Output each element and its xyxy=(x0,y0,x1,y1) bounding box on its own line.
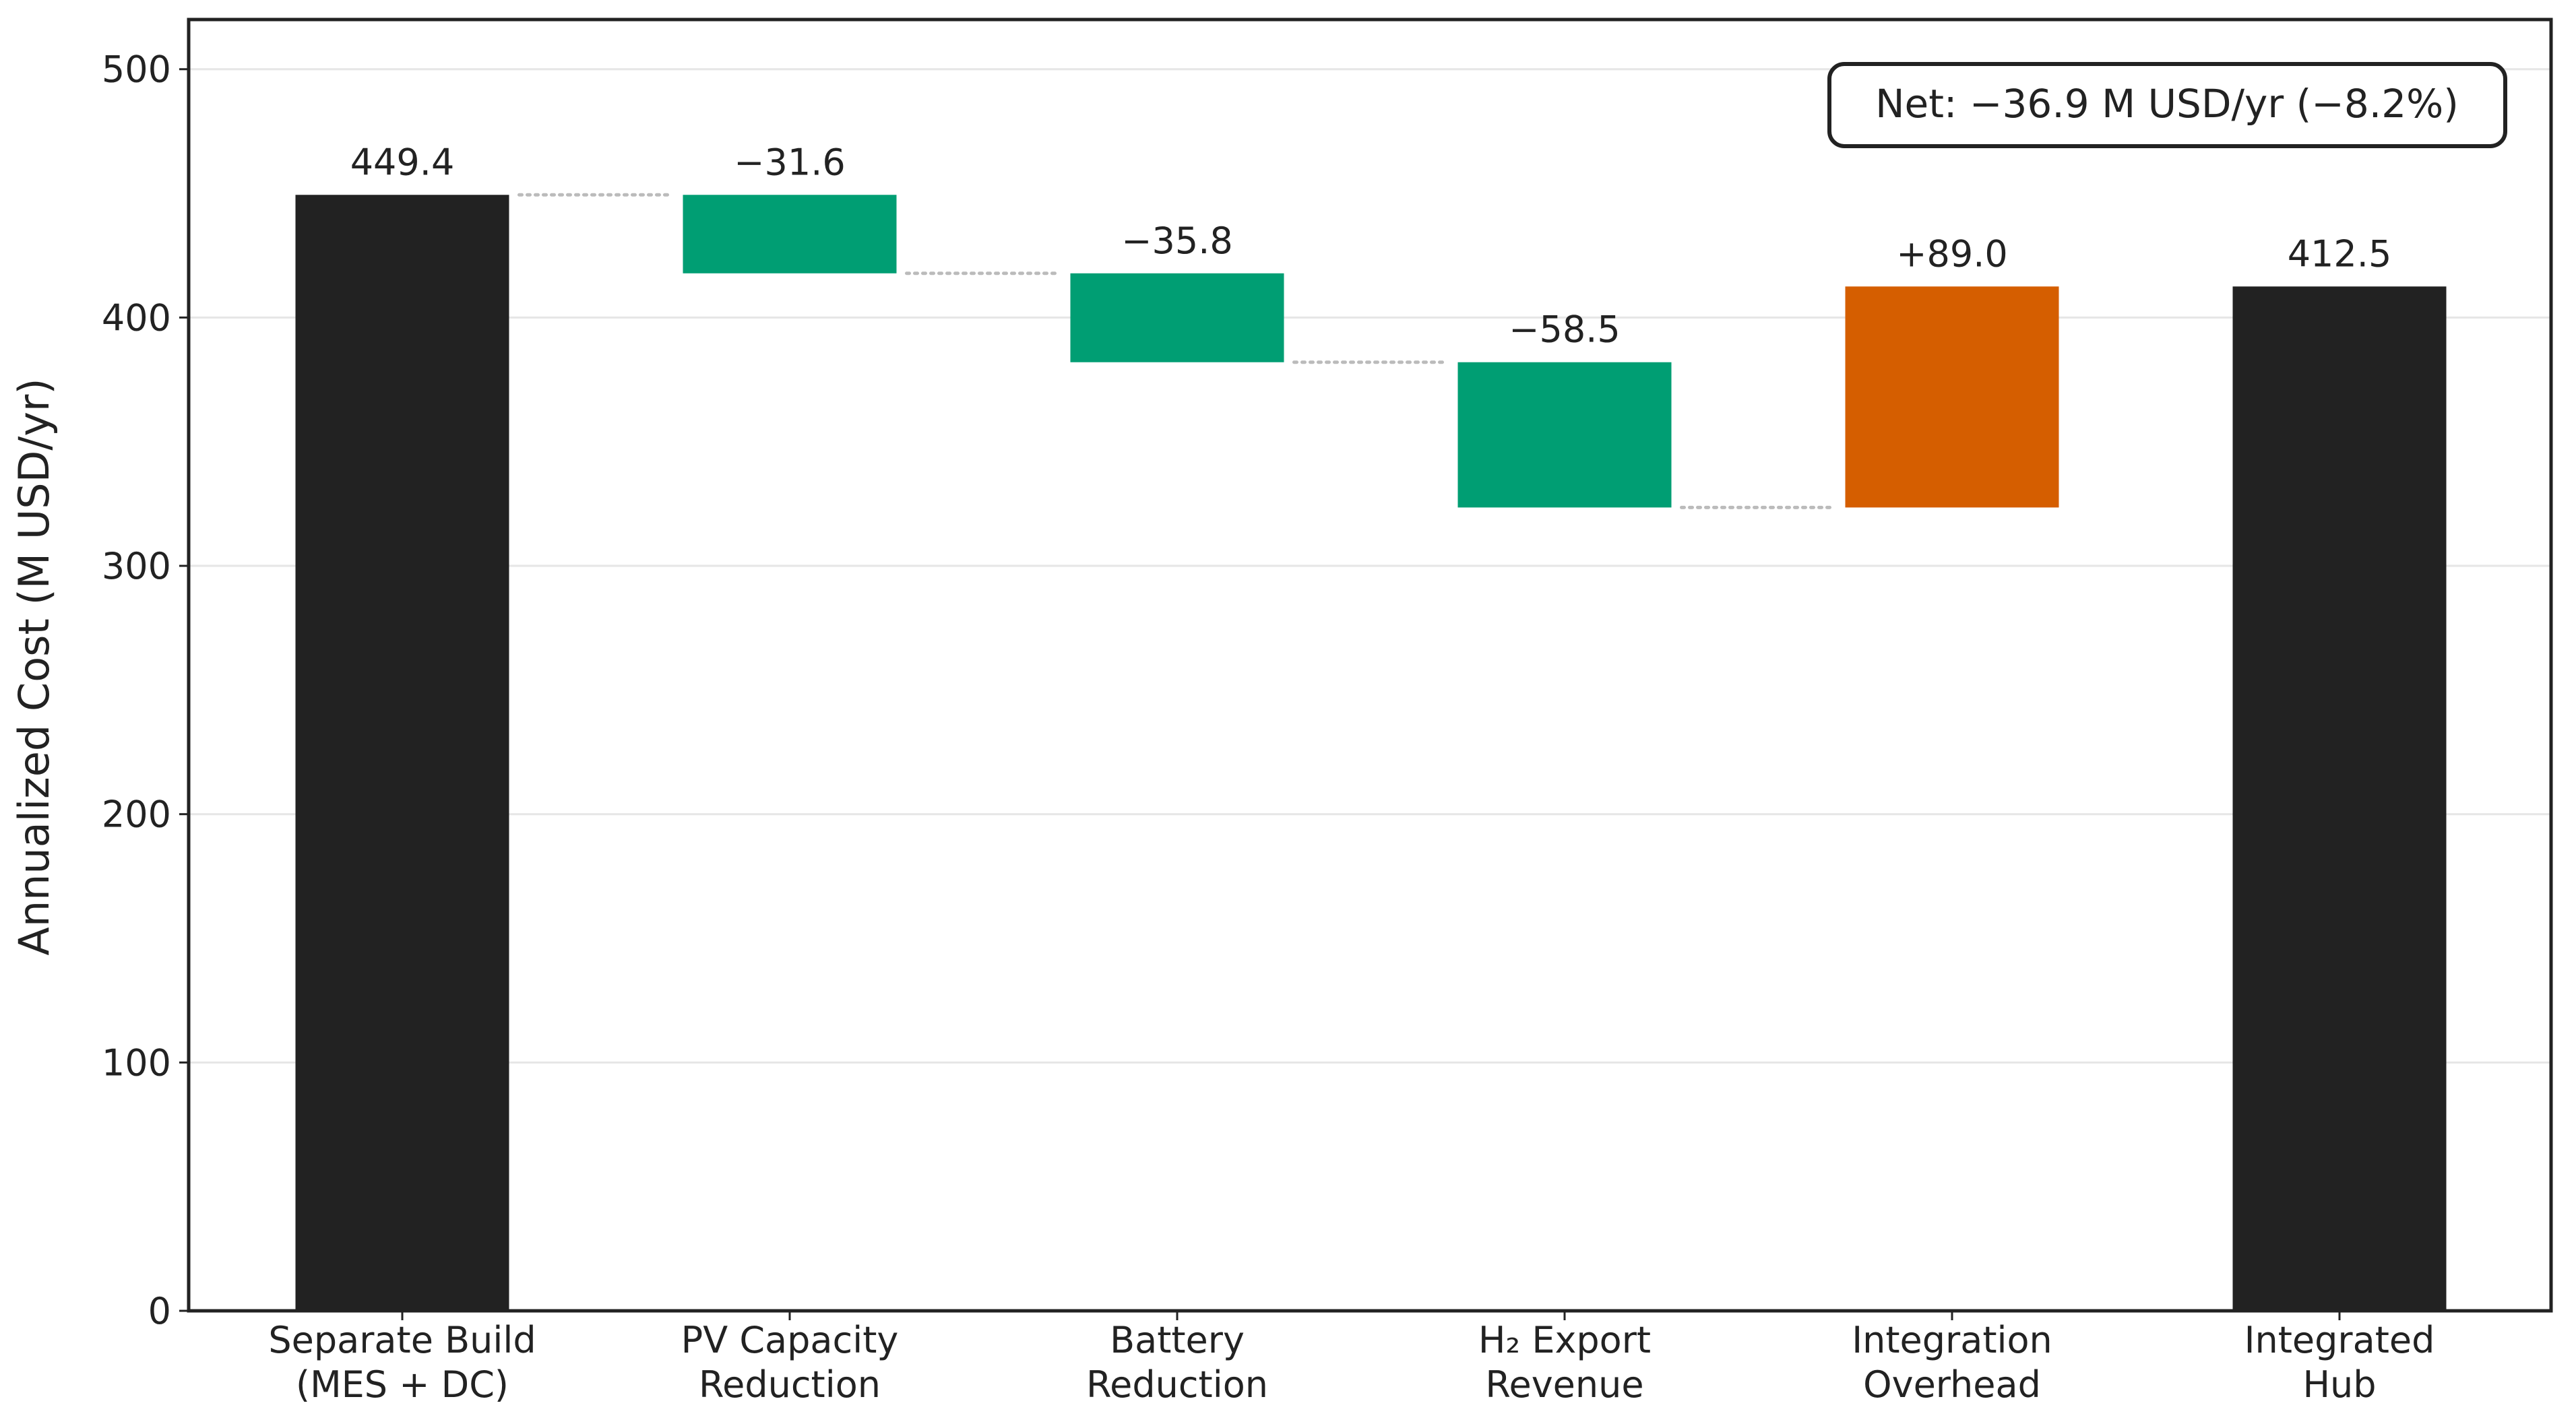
y-tick-label: 0 xyxy=(148,1290,171,1332)
value-label: 449.4 xyxy=(350,141,455,183)
bar xyxy=(1845,286,2059,508)
annotation: Net: −36.9 M USD/yr (−8.2%) xyxy=(1875,81,2459,127)
bar xyxy=(683,195,897,273)
y-axis-label: Annualized Cost (M USD/yr) xyxy=(9,378,59,955)
y-tick-label: 200 xyxy=(102,793,171,836)
y-tick-label: 500 xyxy=(102,48,171,91)
bar xyxy=(1457,362,1672,508)
value-label: +89.0 xyxy=(1896,232,2007,275)
x-tick-line: Integrated xyxy=(2244,1319,2435,1361)
x-tick-label: Battery Reduction xyxy=(1086,1319,1268,1406)
bar xyxy=(295,195,509,1311)
x-tick-label: H₂ Export Revenue xyxy=(1478,1319,1651,1406)
value-label: −58.5 xyxy=(1509,309,1620,351)
x-tick-line: Reduction xyxy=(699,1363,881,1406)
x-tick-line: Integration xyxy=(1852,1319,2052,1361)
x-tick-line: (MES + DC) xyxy=(296,1363,509,1406)
x-tick-line: H₂ Export xyxy=(1478,1319,1651,1361)
value-label: −31.6 xyxy=(734,141,845,183)
y-tick-label: 400 xyxy=(102,296,171,339)
value-label: 412.5 xyxy=(2288,232,2392,275)
bar xyxy=(2232,286,2447,1311)
x-tick-line: Overhead xyxy=(1863,1363,2041,1406)
x-tick-line: PV Capacity xyxy=(681,1319,899,1361)
y-tick-label: 100 xyxy=(102,1041,171,1084)
y-tick-label: 300 xyxy=(102,545,171,587)
x-tick-line: Hub xyxy=(2302,1363,2376,1406)
x-tick-line: Reduction xyxy=(1086,1363,1268,1406)
x-tick-label: PV Capacity Reduction xyxy=(681,1319,899,1406)
x-tick-line: Revenue xyxy=(1485,1363,1643,1406)
x-tick-label: Separate Build (MES + DC) xyxy=(268,1319,536,1406)
x-tick-label: Integrated Hub xyxy=(2244,1319,2435,1406)
bar xyxy=(1070,273,1284,362)
x-tick-line: Separate Build xyxy=(268,1319,536,1361)
plot-frame xyxy=(187,18,2553,1313)
annotation-box xyxy=(1827,62,2507,148)
x-tick-line: Battery xyxy=(1110,1319,1245,1361)
value-label: −35.8 xyxy=(1121,220,1232,262)
x-tick-label: Integration Overhead xyxy=(1852,1319,2052,1406)
